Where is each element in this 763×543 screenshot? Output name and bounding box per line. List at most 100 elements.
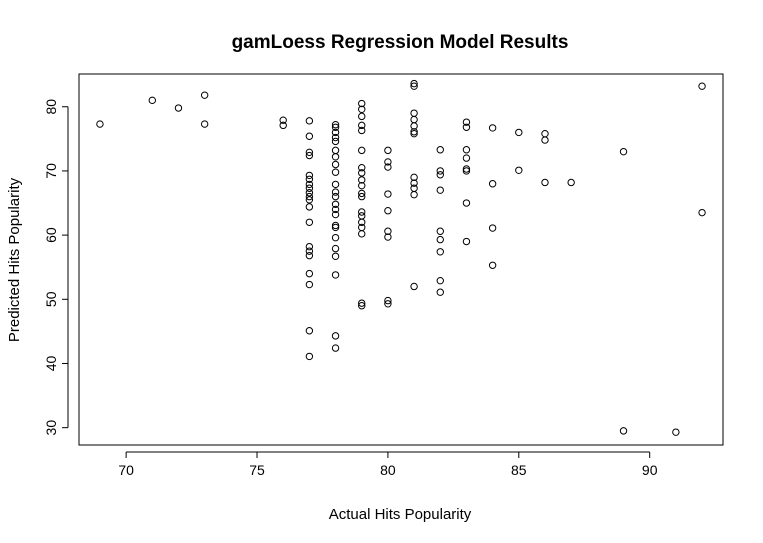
data-point (358, 169, 366, 177)
data-point (436, 186, 444, 194)
data-point (331, 200, 340, 208)
y-tick-label: 80 (43, 99, 59, 115)
data-point (305, 171, 314, 180)
data-point (305, 251, 314, 260)
data-point (410, 282, 418, 291)
data-point (436, 171, 444, 179)
data-point (567, 178, 575, 187)
data-point (305, 247, 314, 255)
plot-area (78, 73, 724, 446)
data-point (358, 164, 366, 172)
data-point (305, 352, 314, 361)
y-tick-label: 30 (43, 420, 59, 436)
data-point (384, 227, 392, 235)
data-point (462, 165, 471, 173)
data-point (331, 137, 340, 146)
data-point (305, 184, 314, 192)
data-point (410, 128, 418, 136)
data-point (410, 173, 418, 182)
data-point (515, 128, 523, 137)
data-point (541, 136, 549, 144)
y-tick-label: 60 (43, 227, 59, 243)
data-point (331, 133, 340, 142)
data-point (358, 126, 366, 135)
x-tick-label: 80 (380, 462, 396, 478)
data-point (488, 261, 497, 269)
data-point (331, 188, 340, 196)
y-tick-label: 70 (43, 163, 59, 179)
data-point (305, 196, 314, 204)
data-point (488, 124, 497, 132)
data-point (305, 280, 314, 289)
data-point (305, 218, 314, 226)
data-point (410, 122, 418, 130)
data-point (331, 210, 340, 219)
data-point (410, 190, 418, 199)
data-point (331, 192, 340, 201)
data-point (331, 252, 340, 260)
data-point (384, 207, 392, 215)
data-point (305, 242, 314, 251)
data-point (305, 192, 314, 201)
data-point (436, 227, 444, 235)
data-point (436, 235, 444, 244)
data-point (436, 248, 444, 256)
data-point (410, 79, 418, 88)
data-point (358, 121, 366, 130)
data-point (305, 175, 314, 183)
data-point (305, 132, 314, 140)
y-tick-label: 40 (43, 355, 59, 371)
data-point (619, 427, 628, 435)
data-point (305, 151, 314, 160)
data-point (331, 168, 340, 176)
data-point (410, 82, 418, 90)
data-point (331, 221, 340, 230)
data-point (410, 179, 418, 187)
data-point (331, 271, 340, 279)
data-point (436, 167, 444, 175)
data-point (462, 167, 471, 175)
x-tick-label: 75 (249, 462, 265, 478)
data-point (462, 146, 471, 154)
data-point (331, 180, 340, 189)
data-point (305, 269, 314, 278)
data-point (148, 96, 157, 105)
y-tick-label: 50 (43, 291, 59, 307)
x-tick-label: 85 (511, 462, 527, 478)
data-point (331, 332, 340, 340)
data-point (305, 117, 314, 125)
data-point (358, 99, 366, 108)
data-point (358, 112, 366, 121)
data-point (331, 233, 340, 242)
data-point (384, 296, 392, 305)
data-point (488, 224, 497, 232)
data-point (305, 148, 314, 157)
chart-title: gamLoess Regression Model Results (232, 32, 569, 53)
data-point (358, 302, 366, 310)
data-point (305, 189, 314, 197)
data-point (436, 276, 444, 285)
data-point (279, 121, 287, 130)
data-point (462, 123, 471, 131)
data-point (462, 118, 471, 126)
data-point (541, 178, 549, 187)
data-point (462, 154, 471, 162)
data-point (331, 344, 340, 352)
y-axis-label: Predicted Hits Popularity (6, 177, 23, 342)
data-point (384, 233, 392, 241)
data-point (515, 166, 523, 174)
data-point (358, 192, 366, 201)
data-point (384, 300, 392, 308)
data-point (279, 116, 287, 124)
x-tick-label: 90 (642, 462, 658, 478)
data-point (358, 181, 366, 190)
data-point (331, 128, 340, 137)
data-point (331, 223, 340, 232)
data-point (305, 327, 314, 335)
data-point (358, 146, 366, 155)
data-point (384, 190, 392, 198)
data-point (174, 104, 183, 112)
data-point (331, 205, 340, 214)
data-point (331, 244, 340, 253)
